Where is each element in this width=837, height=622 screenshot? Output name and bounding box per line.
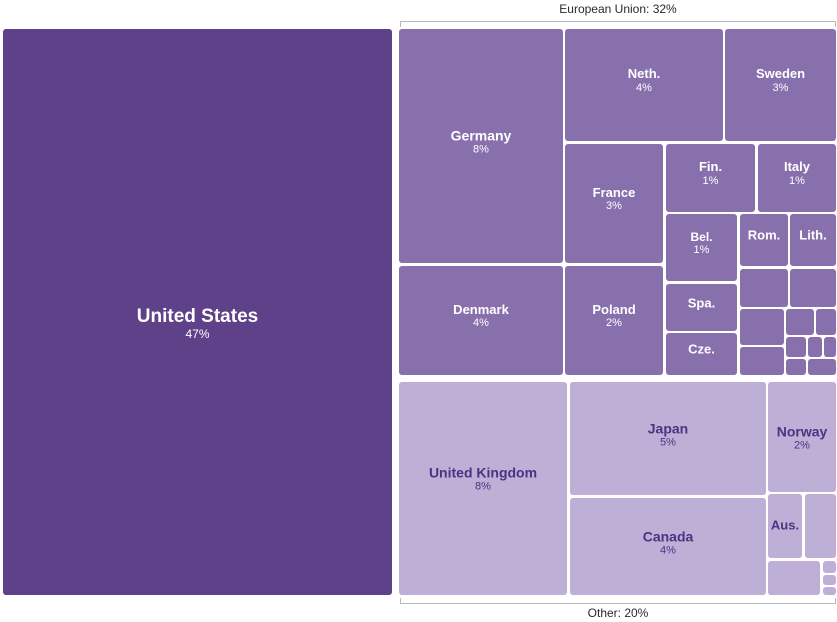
other-bracket [400, 598, 836, 604]
tile-poland [565, 266, 663, 375]
tile-cze [666, 333, 737, 375]
eu-group-label: European Union: 32% [559, 2, 677, 16]
tile-unlabeled [740, 309, 784, 345]
tile-unlabeled [786, 309, 814, 335]
tile-lith [790, 214, 836, 266]
tile-unlabeled [808, 337, 822, 357]
tile-unlabeled [823, 587, 836, 595]
tile-unlabeled [824, 337, 836, 357]
tile-bel [666, 214, 737, 281]
tile-unlabeled [816, 309, 836, 335]
tile-united-states [3, 29, 392, 595]
other-group-label: Other: 20% [587, 606, 649, 620]
tile-unlabeled [740, 269, 788, 307]
tile-france [565, 144, 663, 263]
tile-united-kingdom [399, 382, 567, 595]
tile-denmark [399, 266, 563, 375]
tile-germany [399, 29, 563, 263]
tile-unlabeled [808, 359, 836, 375]
tile-japan [570, 382, 766, 495]
tile-aus [768, 494, 802, 558]
tile-rom [740, 214, 788, 266]
tile-unlabeled [740, 347, 784, 375]
tile-sweden [725, 29, 836, 141]
tile-norway [768, 382, 836, 492]
tile-spa [666, 284, 737, 331]
tile-unlabeled [786, 337, 806, 357]
tile-unlabeled [805, 494, 836, 558]
tile-italy [758, 144, 836, 212]
tile-unlabeled [786, 359, 806, 375]
tile-fin [666, 144, 755, 212]
tile-unlabeled [823, 575, 836, 585]
tile-unlabeled [823, 561, 836, 573]
tile-unlabeled [790, 269, 836, 307]
tile-neth [565, 29, 723, 141]
tile-unlabeled [768, 561, 820, 595]
eu-bracket [400, 21, 836, 27]
tile-canada [570, 498, 766, 595]
